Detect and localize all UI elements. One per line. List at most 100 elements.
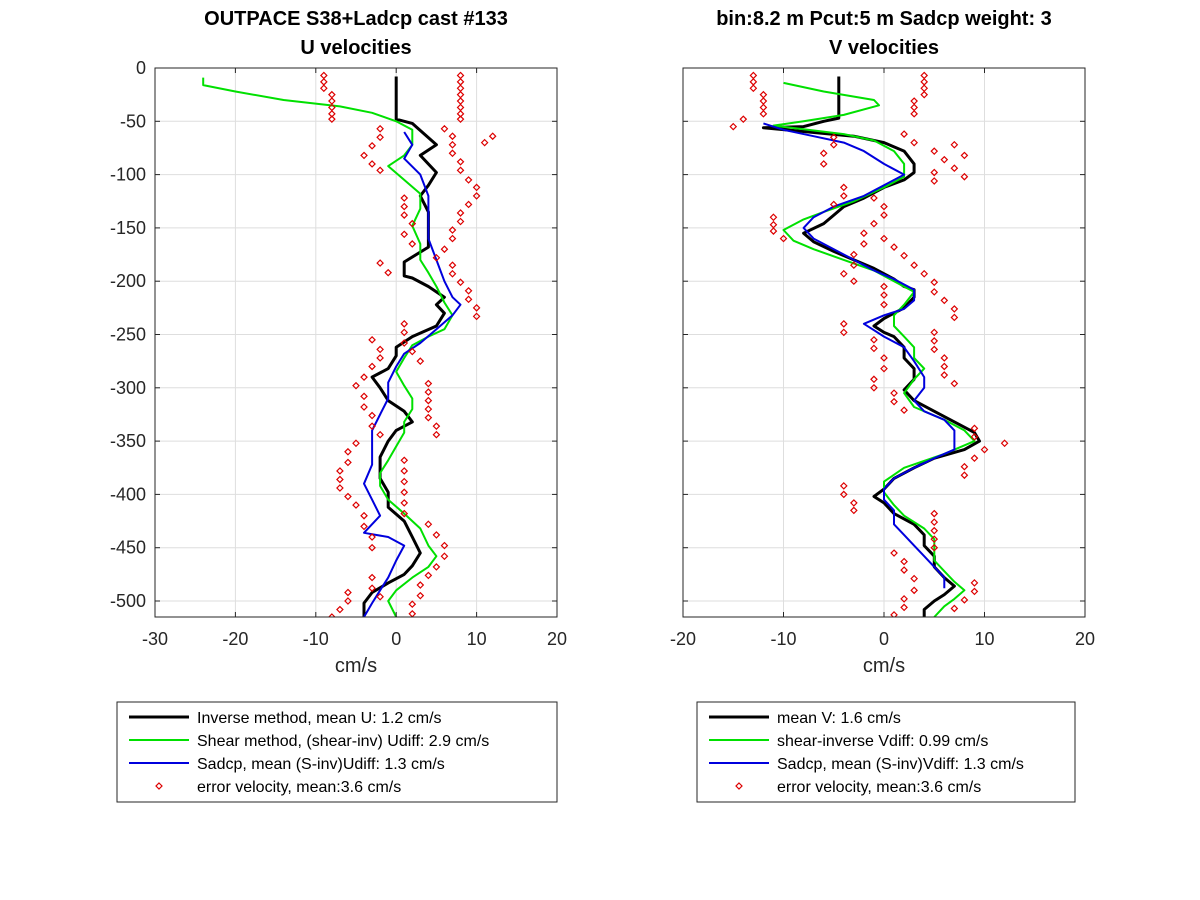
error-velocity-point (352, 381, 360, 390)
error-velocity-point (829, 140, 838, 149)
error-velocity-point (890, 389, 898, 397)
error-velocity-point (850, 261, 858, 270)
error-velocity-point (376, 345, 384, 354)
error-velocity-point (910, 261, 918, 270)
legend-marker (735, 782, 743, 790)
error-velocity-point (344, 447, 352, 456)
series-group (729, 71, 1009, 617)
error-velocity-point (860, 229, 868, 238)
error-velocity-point (376, 592, 384, 601)
chart-title: OUTPACE S38+Ladcp cast #133 (204, 8, 508, 30)
error-velocity-point (432, 253, 441, 262)
error-velocity-point (759, 109, 768, 118)
error-velocity-point (930, 278, 939, 287)
error-velocity-point (930, 509, 939, 518)
v-velocity-panel: bin:8.2 m Pcut:5 m Sadcp weight: 3 V velo… (670, 8, 1095, 677)
error-velocity-point (440, 541, 449, 550)
error-velocity-point (940, 155, 949, 164)
error-velocity-point (344, 588, 352, 597)
y-tick-label: -50 (120, 111, 146, 131)
error-velocity-point (448, 269, 457, 278)
error-velocity-point (328, 613, 336, 617)
error-velocity-point (950, 379, 959, 388)
error-velocity-point (376, 124, 384, 133)
error-velocity-point (464, 176, 473, 184)
error-velocity-point (900, 406, 908, 415)
error-velocity-point (368, 362, 376, 371)
x-axis-label: cm/s (863, 655, 905, 677)
error-velocity-point (328, 115, 336, 124)
error-velocity-point (400, 339, 409, 347)
error-velocity-point (432, 422, 441, 431)
y-tick-label: -450 (110, 538, 146, 558)
error-velocity-point (400, 230, 409, 239)
error-velocity-point (456, 157, 465, 166)
error-velocity-point (352, 501, 360, 509)
error-velocity-point (880, 300, 888, 309)
error-velocity-point (880, 291, 888, 299)
error-velocity-point (890, 549, 898, 557)
error-velocity-point (779, 234, 788, 243)
error-velocity-point (464, 295, 473, 304)
error-velocity-point (910, 586, 918, 595)
error-velocity-point (900, 566, 908, 574)
error-velocity-point (344, 458, 352, 467)
error-velocity-point (360, 522, 368, 531)
legend-label: shear-inverse Vdiff: 0.99 cm/s (777, 733, 988, 750)
error-velocity-point (440, 124, 449, 133)
error-velocity-point (408, 347, 417, 356)
error-velocity-point (344, 492, 352, 501)
error-velocity-point (839, 192, 848, 200)
error-velocity-point (448, 261, 457, 270)
x-tick-label: -10 (303, 629, 329, 649)
x-tick-label: 10 (467, 629, 487, 649)
error-velocity-point (448, 132, 457, 141)
error-velocity-point (360, 403, 368, 411)
error-velocity-point (739, 115, 748, 124)
error-velocity-point (376, 259, 384, 267)
error-velocity-point (940, 354, 949, 362)
series-line-0 (761, 76, 981, 617)
error-velocity-point (360, 392, 368, 401)
error-velocity-point (920, 269, 929, 278)
error-velocity-point (432, 430, 441, 439)
error-velocity-point (870, 344, 878, 353)
error-velocity-point (344, 597, 352, 605)
error-velocity-point (400, 328, 409, 337)
error-velocity-point (839, 183, 848, 192)
error-velocity-point (400, 194, 409, 202)
error-velocity-point (448, 226, 457, 234)
error-velocity-point (400, 211, 409, 219)
x-tick-label: 20 (1075, 629, 1095, 649)
x-tick-label: 0 (391, 629, 401, 649)
error-velocity-point (890, 611, 898, 617)
error-velocity-point (950, 604, 959, 613)
error-velocity-point (850, 277, 858, 286)
error-velocity-point (360, 151, 368, 160)
error-velocity-point (890, 243, 898, 251)
error-velocity-point (472, 312, 481, 321)
u-velocity-panel: OUTPACE S38+Ladcp cast #133 U velocities -… (110, 8, 567, 677)
error-velocity-point (930, 543, 939, 552)
error-velocity-point (970, 424, 979, 433)
error-velocity-point (839, 328, 848, 337)
error-velocity-point (448, 140, 457, 149)
error-velocity-point (819, 149, 828, 158)
chart-title: bin:8.2 m Pcut:5 m Sadcp weight: 3 (716, 8, 1052, 30)
v-legend: mean V: 1.6 cm/s shear-inverse Vdiff: 0.9… (696, 701, 1076, 803)
error-velocity-point (424, 413, 433, 422)
error-velocity-point (368, 543, 376, 552)
y-tick-label: -300 (110, 378, 146, 398)
error-velocity-point (424, 571, 433, 580)
error-velocity-point (930, 535, 939, 544)
error-velocity-point (472, 304, 481, 312)
error-velocity-point (1000, 439, 1009, 448)
error-velocity-point (456, 166, 465, 175)
error-velocity-point (464, 200, 473, 209)
error-velocity-point (850, 506, 858, 515)
error-velocity-point (424, 388, 433, 396)
error-velocity-point (900, 251, 908, 260)
error-velocity-point (930, 177, 939, 185)
error-velocity-point (400, 456, 409, 465)
